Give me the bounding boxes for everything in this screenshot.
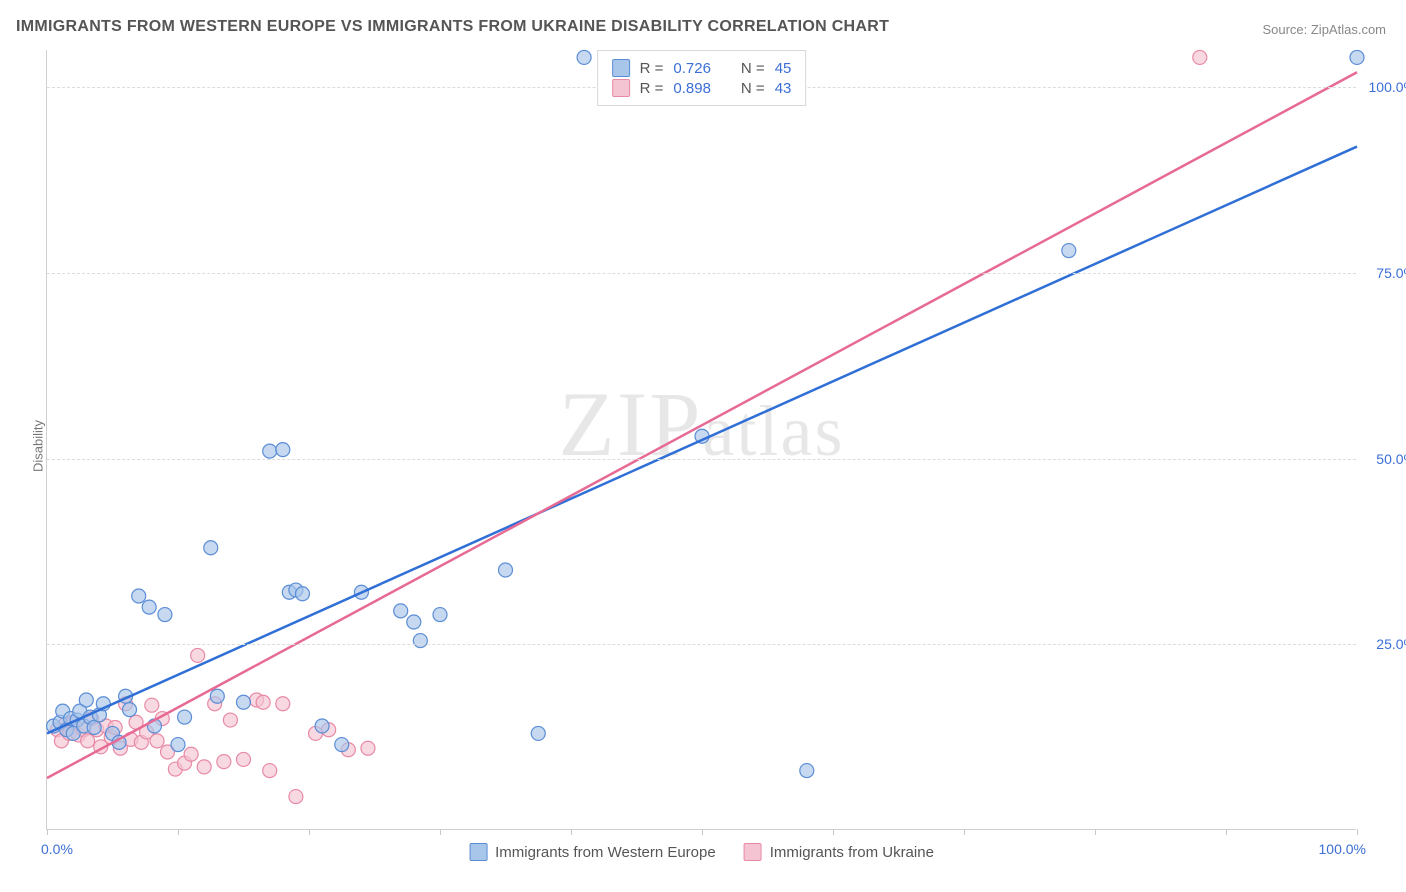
x-tick <box>1226 829 1227 835</box>
chart-svg <box>47 50 1356 829</box>
data-point <box>531 726 545 740</box>
data-point <box>197 760 211 774</box>
x-tick <box>571 829 572 835</box>
data-point <box>158 608 172 622</box>
legend-stats-row: R = 0.726 N = 45 <box>612 59 792 77</box>
data-point <box>394 604 408 618</box>
y-tick-label: 75.0% <box>1376 265 1406 281</box>
x-tick <box>833 829 834 835</box>
data-point <box>237 695 251 709</box>
data-point <box>800 764 814 778</box>
x-tick <box>1357 829 1358 835</box>
r-value: 0.726 <box>673 60 711 77</box>
gridline <box>47 459 1356 460</box>
trend-line <box>47 72 1357 778</box>
data-point <box>577 50 591 64</box>
x-tick <box>1095 829 1096 835</box>
x-tick <box>702 829 703 835</box>
data-point <box>295 587 309 601</box>
legend-label: Immigrants from Western Europe <box>495 844 716 861</box>
data-point <box>263 444 277 458</box>
data-point <box>150 734 164 748</box>
data-point <box>335 738 349 752</box>
legend-series: Immigrants from Western Europe Immigrant… <box>469 843 934 861</box>
n-value: 45 <box>775 60 792 77</box>
data-point <box>132 589 146 603</box>
chart-title: IMMIGRANTS FROM WESTERN EUROPE VS IMMIGR… <box>16 18 889 36</box>
r-label: R = <box>640 60 664 77</box>
legend-swatch-blue <box>612 59 630 77</box>
y-tick-label: 50.0% <box>1376 451 1406 467</box>
data-point <box>79 693 93 707</box>
chart-container: IMMIGRANTS FROM WESTERN EUROPE VS IMMIGR… <box>0 0 1406 892</box>
legend-swatch-pink <box>612 79 630 97</box>
data-point <box>145 698 159 712</box>
data-point <box>256 695 270 709</box>
data-point <box>142 600 156 614</box>
data-point <box>123 703 137 717</box>
data-point <box>276 697 290 711</box>
x-min-label: 0.0% <box>41 841 73 857</box>
source-attribution: Source: ZipAtlas.com <box>1262 22 1386 37</box>
r-value: 0.898 <box>673 80 711 97</box>
plot-area: ZIPatlas R = 0.726 N = 45 R = 0.898 N = … <box>46 50 1356 830</box>
n-value: 43 <box>775 80 792 97</box>
data-point <box>263 764 277 778</box>
data-point <box>1193 50 1207 64</box>
legend-swatch-blue <box>469 843 487 861</box>
legend-item: Immigrants from Western Europe <box>469 843 716 861</box>
x-tick <box>178 829 179 835</box>
data-point <box>276 443 290 457</box>
r-label: R = <box>640 80 664 97</box>
data-point <box>361 741 375 755</box>
data-point <box>210 689 224 703</box>
data-point <box>191 648 205 662</box>
trend-line <box>47 147 1357 734</box>
gridline <box>47 644 1356 645</box>
x-tick <box>47 829 48 835</box>
data-point <box>178 710 192 724</box>
x-tick <box>440 829 441 835</box>
data-point <box>204 541 218 555</box>
y-tick-label: 100.0% <box>1369 79 1406 95</box>
data-point <box>315 719 329 733</box>
legend-stats-row: R = 0.898 N = 43 <box>612 79 792 97</box>
data-point <box>413 634 427 648</box>
data-point <box>1062 244 1076 258</box>
x-tick <box>309 829 310 835</box>
data-point <box>407 615 421 629</box>
gridline <box>47 273 1356 274</box>
n-label: N = <box>741 80 765 97</box>
data-point <box>499 563 513 577</box>
data-point <box>184 747 198 761</box>
n-label: N = <box>741 60 765 77</box>
y-axis-label: Disability <box>31 420 46 472</box>
y-tick-label: 25.0% <box>1376 636 1406 652</box>
legend-stats-box: R = 0.726 N = 45 R = 0.898 N = 43 <box>597 50 807 106</box>
legend-item: Immigrants from Ukraine <box>744 843 934 861</box>
data-point <box>223 713 237 727</box>
data-point <box>433 608 447 622</box>
x-max-label: 100.0% <box>1319 841 1366 857</box>
legend-swatch-pink <box>744 843 762 861</box>
x-tick <box>964 829 965 835</box>
data-point <box>171 738 185 752</box>
data-point <box>217 755 231 769</box>
data-point <box>289 790 303 804</box>
data-point <box>237 752 251 766</box>
data-point <box>87 720 101 734</box>
data-point <box>1350 50 1364 64</box>
legend-label: Immigrants from Ukraine <box>770 844 934 861</box>
